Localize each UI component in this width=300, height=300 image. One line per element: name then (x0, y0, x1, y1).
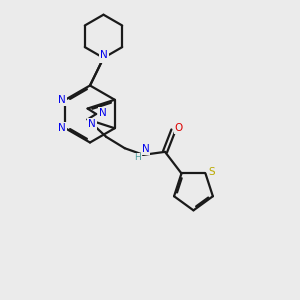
Text: N: N (100, 52, 107, 62)
Text: N: N (99, 107, 106, 118)
Text: N: N (88, 119, 96, 129)
Text: O: O (175, 123, 183, 133)
Text: N: N (100, 50, 108, 60)
Text: N: N (142, 144, 150, 154)
Text: H: H (135, 153, 141, 162)
Text: N: N (58, 95, 66, 105)
Text: N: N (58, 123, 66, 133)
Text: S: S (209, 167, 215, 177)
